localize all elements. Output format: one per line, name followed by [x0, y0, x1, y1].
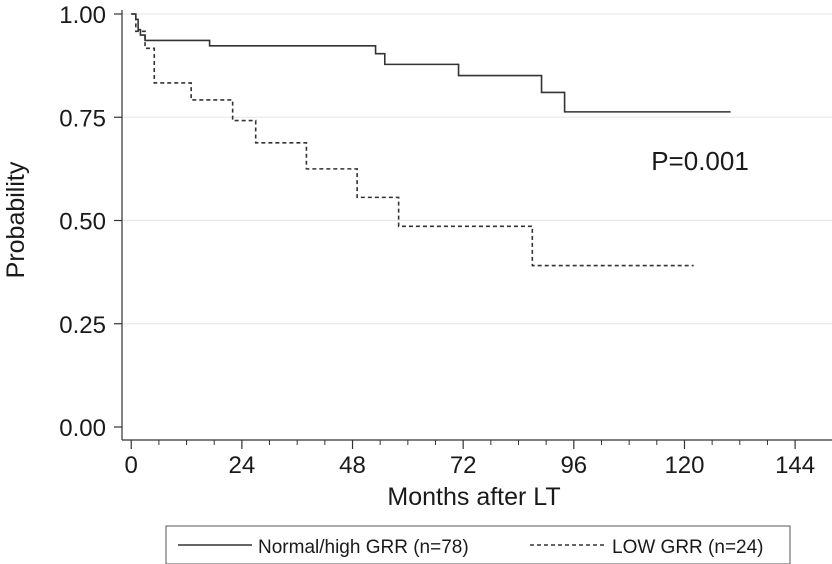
legend: Normal/high GRR (n=78) LOW GRR (n=24)	[165, 525, 791, 564]
x-tick-label-0: 0	[125, 452, 138, 479]
x-tick-label-6: 144	[775, 452, 815, 479]
y-tick-label-0: 0.00	[59, 415, 106, 442]
y-axis: 0.00 0.25 0.50 0.75 1.00	[59, 2, 123, 442]
y-tick-label-2: 0.50	[59, 209, 106, 236]
x-tick-label-5: 120	[664, 452, 704, 479]
annotation-pvalue: P=0.001	[651, 146, 749, 176]
y-axis-title: Probability	[2, 161, 30, 278]
x-axis-title: Months after LT	[387, 483, 560, 511]
legend-label-low-grr: LOW GRR (n=24)	[612, 537, 764, 558]
x-tick-label-1: 24	[229, 452, 256, 479]
y-tick-label-4: 1.00	[59, 2, 106, 29]
x-tick-label-4: 96	[560, 452, 587, 479]
series-line-normal-high-grr	[131, 13, 731, 113]
gridlines	[122, 13, 832, 325]
series-line-low-grr	[131, 13, 694, 267]
x-axis: 0 24 48 72 96 120 144	[122, 439, 832, 479]
x-tick-label-2: 48	[339, 452, 366, 479]
series-layer	[131, 13, 731, 267]
y-tick-label-3: 0.75	[59, 105, 106, 132]
legend-label-normal-high-grr: Normal/high GRR (n=78)	[258, 537, 469, 558]
y-tick-label-1: 0.25	[59, 312, 106, 339]
x-tick-label-3: 72	[450, 452, 477, 479]
legend-box	[165, 525, 791, 564]
